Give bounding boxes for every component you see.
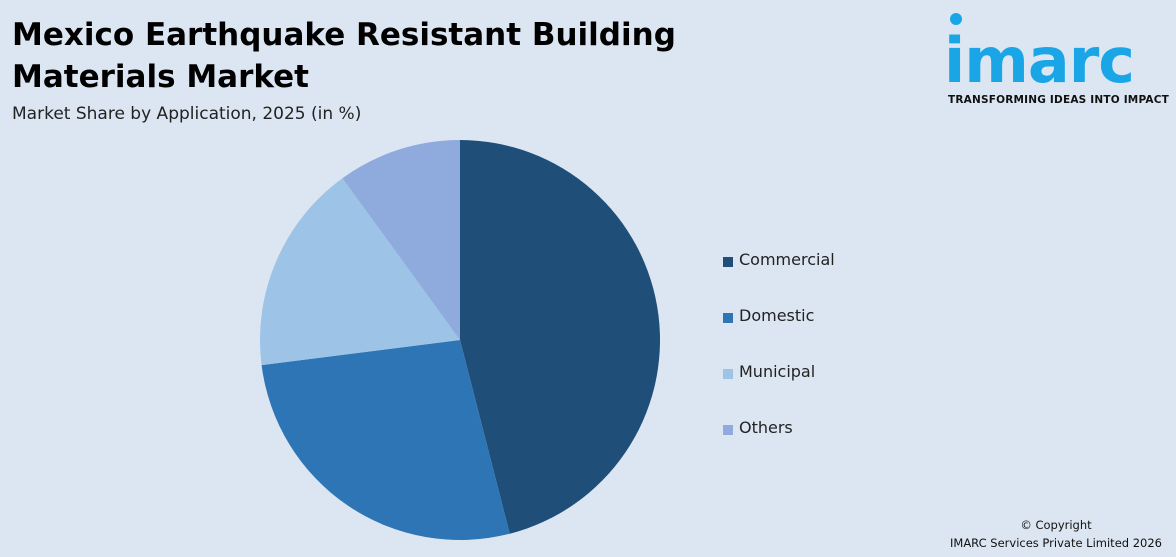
logo-wordmark: imarc bbox=[944, 24, 1135, 97]
legend-swatch bbox=[723, 369, 733, 379]
pie-slice-domestic bbox=[261, 340, 510, 540]
pie-slice-municipal bbox=[260, 178, 460, 366]
pie-slice-commercial bbox=[460, 140, 660, 534]
pie-slice-others bbox=[342, 140, 460, 340]
legend-label: Commercial bbox=[739, 250, 835, 269]
legend-swatch bbox=[723, 313, 733, 323]
copyright-line-1: © Copyright bbox=[1020, 518, 1092, 532]
pie-chart bbox=[260, 140, 660, 540]
legend-swatch bbox=[723, 425, 733, 435]
chart-title: Mexico Earthquake Resistant Building Mat… bbox=[12, 17, 676, 95]
copyright-notice: © Copyright IMARC Services Private Limit… bbox=[950, 516, 1162, 552]
logo-tagline: TRANSFORMING IDEAS INTO IMPACT bbox=[948, 94, 1169, 106]
chart-subtitle: Market Share by Application, 2025 (in %) bbox=[12, 104, 362, 124]
logo-dot-icon bbox=[950, 13, 962, 25]
copyright-line-2: IMARC Services Private Limited 2026 bbox=[950, 536, 1162, 550]
legend-label: Domestic bbox=[739, 306, 815, 325]
legend-swatch bbox=[723, 257, 733, 267]
imarc-logo: imarc TRANSFORMING IDEAS INTO IMPACT bbox=[944, 12, 1170, 112]
legend-label: Others bbox=[739, 418, 793, 437]
legend-label: Municipal bbox=[739, 362, 816, 381]
